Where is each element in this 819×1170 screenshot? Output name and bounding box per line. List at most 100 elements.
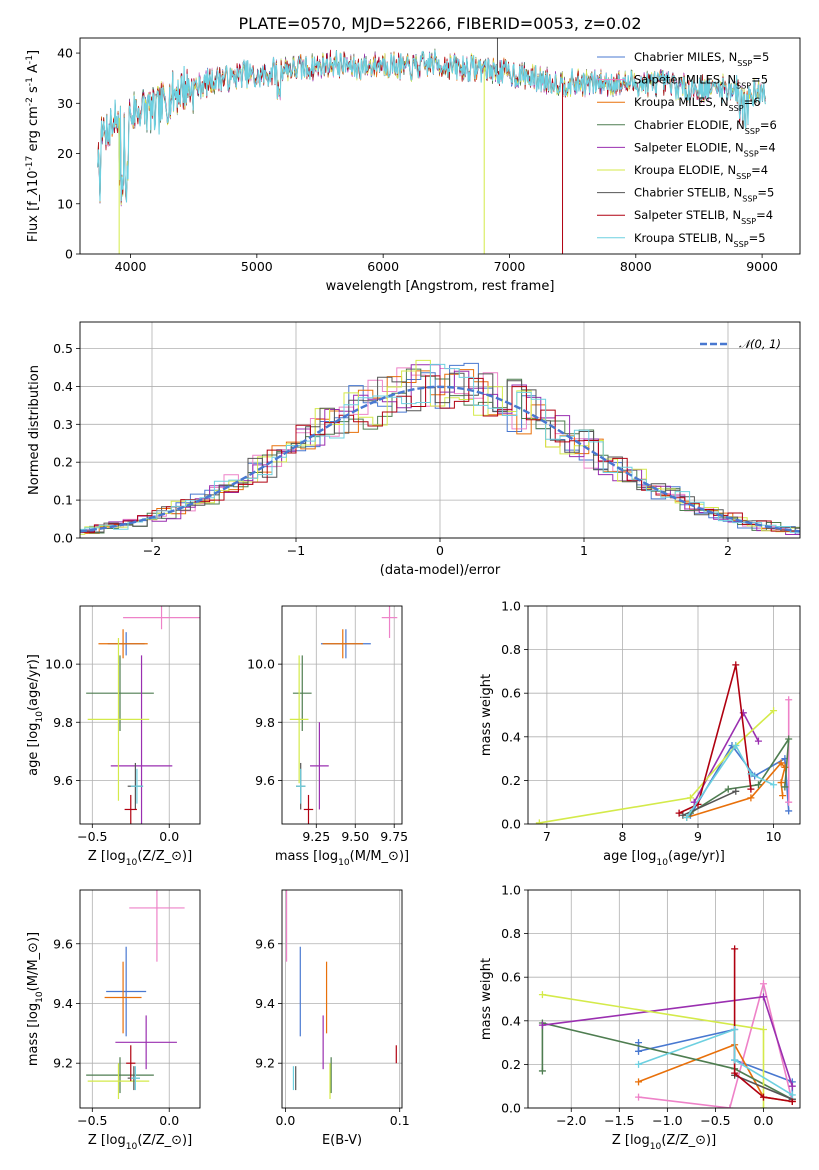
weight-vs-age-axes: 7 8 9 10 0.0 0.2 0.4 0.6 0.8 1.0 age [log10(age/yr… — [479, 599, 800, 868]
y-axis-label: mass [log10(M/M_⊙)] — [26, 932, 45, 1066]
y-axis-label: mass weight — [479, 674, 494, 756]
residuals-legend: 𝒩(0, 1) — [700, 337, 781, 351]
x-tick-label: 9 — [694, 829, 702, 844]
weight-marker — [732, 742, 740, 750]
mass-vs-ebv-axes: 0.0 0.1 9.2 9.4 9.6 E(B-V) — [255, 890, 410, 1148]
x-tick-label: −0.5 — [700, 1113, 730, 1128]
x-tick-label: 9.25 — [302, 829, 330, 844]
weight-marker — [635, 1039, 643, 1047]
x-tick-label: −1.0 — [652, 1113, 682, 1128]
y-tick-label: 9.6 — [53, 773, 73, 788]
weight-marker — [759, 980, 767, 988]
weight-line — [542, 993, 765, 1108]
weight-marker — [759, 1093, 767, 1101]
weight-marker — [759, 993, 767, 1001]
y-tick-label: 20 — [57, 146, 73, 161]
weight-marker — [675, 809, 683, 817]
weight-marker — [726, 1104, 734, 1108]
spectrum-line-kroupa-stelib — [97, 50, 766, 203]
legend-label: Kroupa MILES, NSSP=6 — [634, 95, 761, 113]
weight-marker — [731, 1026, 739, 1034]
x-tick-label: 6000 — [367, 259, 399, 274]
y-tick-label: 10.0 — [247, 657, 275, 672]
y-tick-label: 0.4 — [501, 1013, 521, 1028]
legend-label: Salpeter STELIB, NSSP=4 — [634, 208, 773, 226]
weight-marker — [635, 1093, 643, 1101]
y-tick-label: 0 — [65, 247, 73, 262]
y-tick-label: 0.2 — [53, 455, 73, 470]
x-tick-label: 0.0 — [159, 829, 179, 844]
legend-label: Chabrier ELODIE, NSSP=6 — [634, 118, 777, 136]
y-tick-label: 1.0 — [501, 883, 521, 898]
y-tick-label: 0.5 — [53, 341, 73, 356]
weight-marker — [759, 1104, 767, 1108]
residuals-plot — [80, 359, 800, 537]
age-vs-z-plot — [86, 606, 200, 824]
y-tick-label: 0.6 — [501, 970, 521, 985]
y-tick-label: 9.6 — [53, 936, 73, 951]
weight-marker — [731, 945, 739, 953]
weight-marker — [770, 707, 778, 715]
x-tick-label: 5000 — [241, 259, 273, 274]
y-tick-label: 0.4 — [53, 379, 73, 394]
age-vs-z-frame — [79, 605, 201, 825]
x-axis-label: wavelength [Angstrom, rest frame] — [326, 279, 555, 294]
x-tick-label: 10 — [766, 829, 782, 844]
age-vs-mass-plot — [289, 606, 398, 824]
weight-marker — [535, 819, 543, 824]
weight-marker — [781, 783, 789, 791]
x-tick-label: −2.0 — [556, 1113, 586, 1128]
spectrum-plot — [97, 38, 766, 254]
x-axis-label: Z [log10(Z/Z_⊙)] — [88, 849, 192, 868]
x-tick-label: 9.75 — [380, 829, 408, 844]
weight-marker — [785, 735, 793, 743]
weight-vs-age-frame — [527, 605, 801, 825]
legend-label: Chabrier MILES, NSSP=5 — [634, 50, 769, 68]
weight-marker — [770, 781, 778, 789]
weight-line — [733, 948, 793, 1103]
y-axis-label: Flux [f_λ10-17 erg cm-2 s-1 A-1] — [25, 50, 41, 242]
weight-marker — [779, 792, 787, 800]
y-tick-label: 0.0 — [53, 531, 73, 546]
y-tick-label: 40 — [57, 46, 73, 61]
y-tick-label: 0.6 — [501, 686, 521, 701]
weight-marker — [538, 1067, 546, 1075]
weight-marker — [635, 1047, 643, 1055]
histogram-salpeter-stelib — [80, 375, 800, 535]
residuals-frame — [79, 321, 801, 539]
mass-vs-z-plot — [86, 890, 185, 1100]
weight-line — [539, 710, 775, 824]
age-vs-mass-frame — [281, 605, 403, 825]
x-tick-label: 0.0 — [159, 1113, 179, 1128]
y-tick-label: 9.6 — [255, 936, 275, 951]
x-tick-label: −2 — [143, 543, 161, 558]
spectrum-axes: 4000 5000 6000 7000 8000 9000 0 10 20 30 40 wavelen… — [25, 46, 778, 294]
residuals-axes: −2 −1 0 1 2 0.0 0.1 0.2 0.3 0.4 0.5 (data-model)/er… — [27, 322, 800, 578]
y-tick-label: 9.4 — [255, 996, 275, 1011]
weight-vs-z-frame — [527, 889, 801, 1109]
y-tick-label: 9.2 — [53, 1056, 73, 1071]
spectrum-frame — [79, 37, 801, 255]
x-tick-label: 4000 — [115, 259, 147, 274]
x-tick-label: 0.1 — [390, 1113, 410, 1128]
x-axis-label: mass [log10(M/M_⊙)] — [275, 849, 409, 868]
x-tick-label: 8000 — [620, 259, 652, 274]
y-axis-label: age [log10(age/yr)] — [26, 654, 45, 776]
weight-marker — [635, 1078, 643, 1086]
weight-marker — [747, 770, 755, 778]
y-tick-label: 30 — [57, 96, 73, 111]
legend-label: 𝒩(0, 1) — [739, 337, 781, 351]
y-tick-label: 0.4 — [501, 729, 521, 744]
figure-title: PLATE=0570, MJD=52266, FIBERID=0053, z=0… — [238, 14, 641, 33]
x-tick-label: 2 — [724, 543, 732, 558]
weight-marker — [754, 781, 762, 789]
weight-marker — [785, 798, 793, 806]
weight-marker — [759, 1026, 767, 1034]
y-tick-label: 0.3 — [53, 417, 73, 432]
y-axis-label: Normed distribution — [27, 365, 42, 495]
x-tick-label: 8 — [618, 829, 626, 844]
weight-marker — [788, 1082, 796, 1090]
histogram-kroupa-stelib — [80, 363, 800, 533]
weight-line — [678, 664, 752, 814]
